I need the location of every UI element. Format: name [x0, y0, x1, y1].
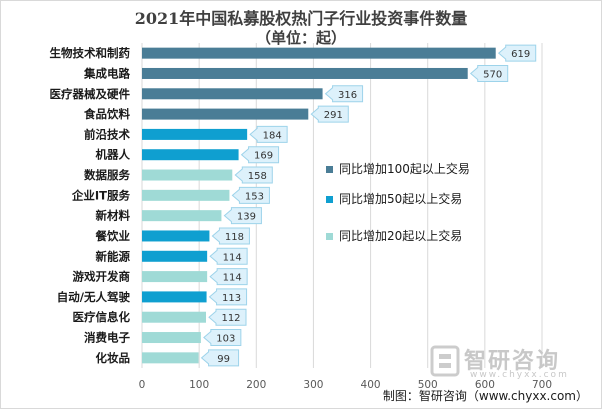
- value-label: 158: [248, 171, 267, 182]
- value-callout: [231, 186, 270, 204]
- x-tick-label: 700: [532, 379, 552, 391]
- value-callout: [209, 247, 248, 265]
- value-label: 316: [338, 90, 357, 101]
- bar-2: [142, 67, 468, 79]
- value-callout: [208, 308, 247, 326]
- legend-swatch: [326, 233, 333, 240]
- value-label: 153: [245, 191, 264, 202]
- category-label: 医疗器械及硬件: [50, 87, 131, 101]
- category-label: 游戏开发商: [73, 270, 131, 284]
- bar-16: [142, 352, 199, 364]
- legend-swatch: [326, 166, 333, 173]
- watermark-logo-icon: [430, 345, 460, 377]
- bar-3: [142, 88, 323, 100]
- source-note: 制图：智研咨询（www.chyxx.com）: [382, 389, 588, 403]
- value-label: 118: [225, 232, 244, 243]
- bar-9: [142, 210, 222, 222]
- x-tick-label: 600: [475, 379, 495, 391]
- bar-1: [142, 47, 496, 59]
- value-label: 139: [237, 212, 256, 223]
- value-callout: [240, 146, 280, 164]
- value-label: 169: [254, 151, 273, 162]
- legend-swatch: [326, 196, 333, 203]
- watermark-text: 智研咨询: [464, 349, 561, 374]
- bar-12: [142, 271, 208, 283]
- category-label: 化妆品: [96, 351, 131, 365]
- value-label: 114: [223, 252, 242, 263]
- category-label: 集成电路: [83, 66, 130, 80]
- bar-6: [142, 149, 239, 161]
- category-label: 消费电子: [84, 331, 130, 345]
- category-label: 企业IT服务: [71, 188, 131, 202]
- watermark-url: www.chyxx.com: [470, 370, 569, 380]
- value-callout: [497, 44, 537, 62]
- bar-11: [142, 250, 208, 262]
- x-tick-label: 500: [418, 379, 438, 391]
- category-label: 机器人: [96, 148, 131, 162]
- value-callout: [200, 349, 240, 367]
- category-label: 数据服务: [84, 168, 130, 182]
- value-callout: [211, 227, 250, 245]
- legend-label: 同比增加20起以上交易: [339, 228, 462, 243]
- value-callout: [249, 125, 288, 143]
- bar-4: [142, 108, 309, 120]
- value-callout: [209, 268, 248, 286]
- bar-5: [142, 128, 248, 140]
- value-label: 112: [221, 313, 240, 324]
- category-label: 餐饮业: [95, 229, 131, 243]
- x-tick-label: 400: [361, 379, 381, 391]
- category-label: 生物技术和制药: [50, 46, 131, 60]
- bar-7: [142, 169, 233, 181]
- bar-15: [142, 332, 201, 344]
- category-label: 自动/无人驾驶: [57, 290, 131, 304]
- value-callout: [324, 85, 364, 103]
- category-label: 新材料: [96, 209, 131, 223]
- value-label: 103: [216, 334, 235, 345]
- category-label: 前沿技术: [84, 127, 130, 141]
- value-callout: [310, 105, 349, 123]
- value-callout: [208, 288, 248, 306]
- value-callout: [469, 64, 509, 82]
- x-tick-label: 200: [246, 379, 266, 391]
- value-label: 114: [223, 273, 242, 284]
- category-label: 食品饮料: [84, 107, 130, 121]
- value-label: 184: [263, 130, 282, 141]
- legend-label: 同比增加100起以上交易: [339, 161, 470, 176]
- bar-10: [142, 230, 210, 242]
- value-callout: [223, 207, 262, 225]
- bar-14: [142, 311, 206, 323]
- value-label: 99: [217, 354, 230, 365]
- value-callout: [234, 166, 273, 184]
- value-label: 570: [483, 69, 502, 80]
- value-label: 113: [222, 293, 241, 304]
- value-callout: [203, 329, 242, 347]
- legend-label: 同比增加50起以上交易: [339, 191, 462, 206]
- value-label: 619: [511, 49, 530, 60]
- category-label: 新能源: [96, 249, 131, 263]
- category-label: 医疗信息化: [73, 310, 131, 324]
- value-label: 291: [324, 110, 343, 121]
- x-tick-label: 100: [189, 379, 209, 391]
- bar-8: [142, 189, 230, 201]
- x-tick-label: 300: [303, 379, 323, 391]
- chart-title: 2021年中国私募股权热门子行业投资事件数量: [134, 9, 468, 28]
- bar-13: [142, 291, 207, 303]
- watermark: 智研咨询 www.chyxx.com: [430, 343, 590, 383]
- chart-subtitle: （单位：起）: [255, 29, 346, 47]
- x-tick-label: 0: [139, 379, 146, 391]
